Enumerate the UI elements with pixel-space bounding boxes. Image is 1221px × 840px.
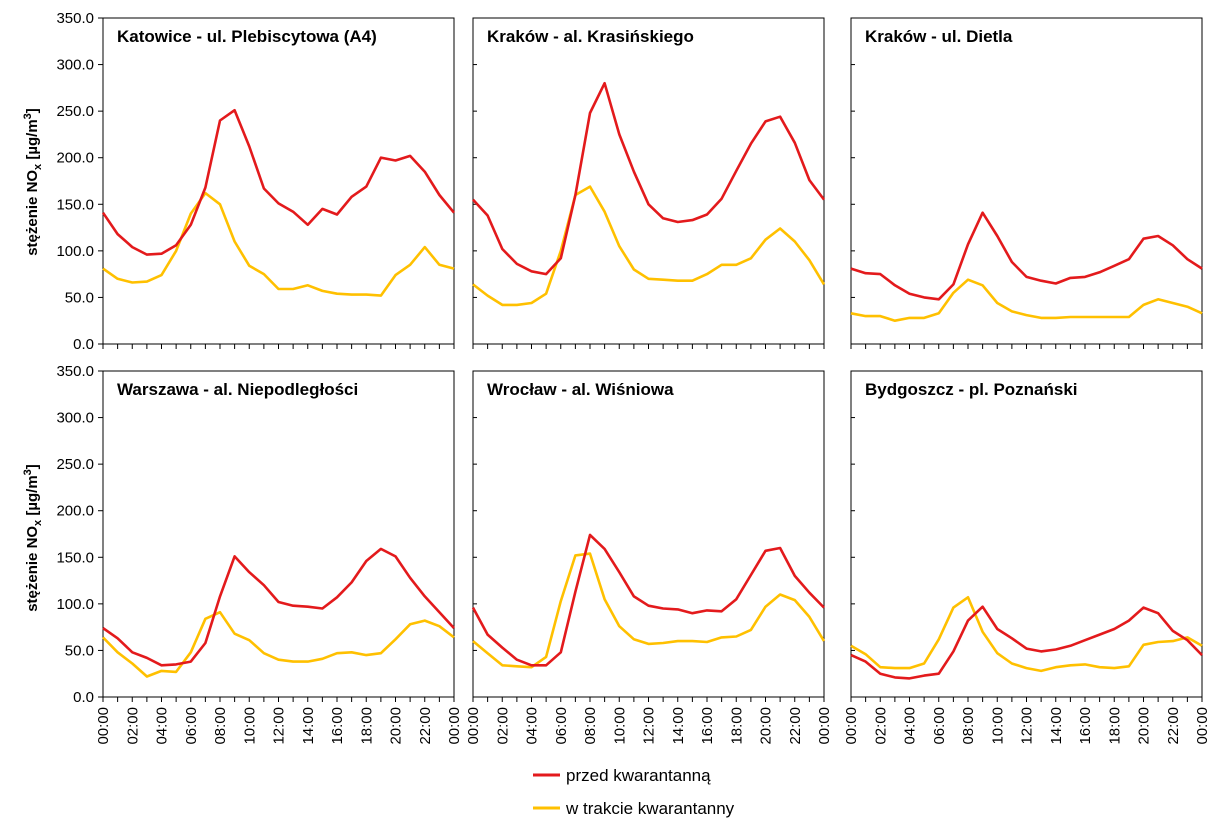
x-tick-label: 00:00 <box>1194 707 1211 745</box>
x-tick-label: 10:00 <box>611 707 628 745</box>
x-tick-label: 02:00 <box>124 707 141 745</box>
series-line-during <box>102 191 455 297</box>
x-tick-label: 14:00 <box>1048 707 1065 745</box>
y-tick-label: 50.0 <box>65 289 94 306</box>
x-tick-label: 18:00 <box>1106 707 1123 745</box>
x-tick-label: 10:00 <box>241 707 258 745</box>
series-line-before <box>101 108 456 256</box>
x-tick-label: 14:00 <box>300 707 317 745</box>
x-tick-label: 10:00 <box>989 707 1006 745</box>
x-tick-label: 06:00 <box>183 707 200 745</box>
series-line-before <box>472 81 826 276</box>
legend: przed kwarantanną w trakcie kwarantanny <box>533 766 735 818</box>
series-line-during <box>102 610 455 678</box>
plot-area <box>472 370 825 698</box>
series-line-during <box>850 596 1203 673</box>
x-tick-label: 12:00 <box>641 707 658 745</box>
y-tick-label: 200.0 <box>56 503 94 520</box>
plot-area <box>850 370 1203 698</box>
x-tick-label: 02:00 <box>872 707 889 745</box>
panel-title: Katowice - ul. Plebiscytowa (A4) <box>117 27 377 46</box>
x-tick-label: 20:00 <box>758 707 775 745</box>
x-tick-label: 04:00 <box>524 707 541 745</box>
panel-title: Wrocław - al. Wiśniowa <box>487 380 674 399</box>
y-tick-label: 300.0 <box>56 410 94 427</box>
y-tick-label: 250.0 <box>56 456 94 473</box>
panel-title: Kraków - al. Krasińskiego <box>487 27 694 46</box>
x-tick-label: 20:00 <box>1136 707 1153 745</box>
series-line-before <box>102 547 455 667</box>
x-tick-label: 14:00 <box>670 707 687 745</box>
series-line-during <box>472 185 826 307</box>
plot-area <box>102 17 455 345</box>
x-tick-label: 00:00 <box>465 707 482 745</box>
y-tick-label: 150.0 <box>56 196 94 213</box>
x-tick-label: 06:00 <box>931 707 948 745</box>
y-axis-label-bottom: stężenie NOx [µg/m3] <box>22 464 44 612</box>
y-tick-label: 200.0 <box>56 150 94 167</box>
x-tick-label: 12:00 <box>1019 707 1036 745</box>
panel-title: Bydgoszcz - pl. Poznański <box>865 380 1078 399</box>
x-tick-label: 22:00 <box>417 707 434 745</box>
x-tick-label: 16:00 <box>699 707 716 745</box>
y-tick-label: 350.0 <box>56 10 94 27</box>
x-tick-label: 18:00 <box>358 707 375 745</box>
y-tick-label: 0.0 <box>73 689 94 706</box>
plot-area <box>472 17 825 345</box>
panel-1: 0.0 50.0 100.0 150.0 200.0 250.0 300.0 350.0 Kat… <box>56 10 456 353</box>
x-tick-label: 08:00 <box>212 707 229 745</box>
x-tick-label: 00:00 <box>816 707 833 745</box>
legend-label-before: przed kwarantanną <box>566 766 711 785</box>
x-tick-label: 20:00 <box>388 707 405 745</box>
x-tick-label: 16:00 <box>1077 707 1094 745</box>
series-line-before <box>471 533 825 667</box>
x-tick-label: 22:00 <box>1165 707 1182 745</box>
x-tick-label: 08:00 <box>582 707 599 745</box>
y-tick-label: 250.0 <box>56 103 94 120</box>
x-tick-label: 00:00 <box>95 707 112 745</box>
series-line-before <box>850 605 1203 680</box>
panel-6: 00:00 02:00 04:00 06:00 08:00 10:00 12:00 14:00… <box>843 370 1211 745</box>
y-tick-label: 0.0 <box>73 336 94 353</box>
y-tick-label: 50.0 <box>65 642 94 659</box>
legend-label-during: w trakcie kwarantanny <box>565 799 735 818</box>
y-tick-label: 100.0 <box>56 243 94 260</box>
x-tick-label: 04:00 <box>902 707 919 745</box>
panel-5: 00:00 02:00 04:00 06:00 08:00 10:00 12:00 14:00… <box>465 370 833 745</box>
panel-3: Kraków - ul. Dietla <box>850 17 1203 349</box>
panel-4: 0.0 50.0 100.0 150.0 200.0 250.0 300.0 350.0 00:… <box>56 363 463 745</box>
x-tick-label: 04:00 <box>154 707 171 745</box>
series-line-before <box>850 211 1203 301</box>
plot-area <box>850 17 1203 345</box>
y-tick-label: 150.0 <box>56 549 94 566</box>
x-tick-label: 06:00 <box>553 707 570 745</box>
y-tick-label: 350.0 <box>56 363 94 380</box>
y-axis-label-top: stężenie NOx [µg/m3] <box>22 108 44 256</box>
y-tick-label: 300.0 <box>56 57 94 74</box>
plot-area <box>102 370 455 698</box>
panel-2: Kraków - al. Krasińskiego <box>472 17 826 349</box>
x-tick-label: 08:00 <box>960 707 977 745</box>
x-tick-label: 18:00 <box>728 707 745 745</box>
x-tick-label: 16:00 <box>329 707 346 745</box>
x-tick-label: 12:00 <box>271 707 288 745</box>
y-tick-label: 100.0 <box>56 596 94 613</box>
series-line-during <box>850 278 1203 322</box>
x-tick-label: 00:00 <box>446 707 463 745</box>
panel-title: Kraków - ul. Dietla <box>865 27 1013 46</box>
panel-title: Warszawa - al. Niepodległości <box>117 380 358 399</box>
series-line-during <box>472 552 826 669</box>
x-tick-label: 02:00 <box>494 707 511 745</box>
x-tick-label: 00:00 <box>843 707 860 745</box>
x-tick-label: 22:00 <box>787 707 804 745</box>
